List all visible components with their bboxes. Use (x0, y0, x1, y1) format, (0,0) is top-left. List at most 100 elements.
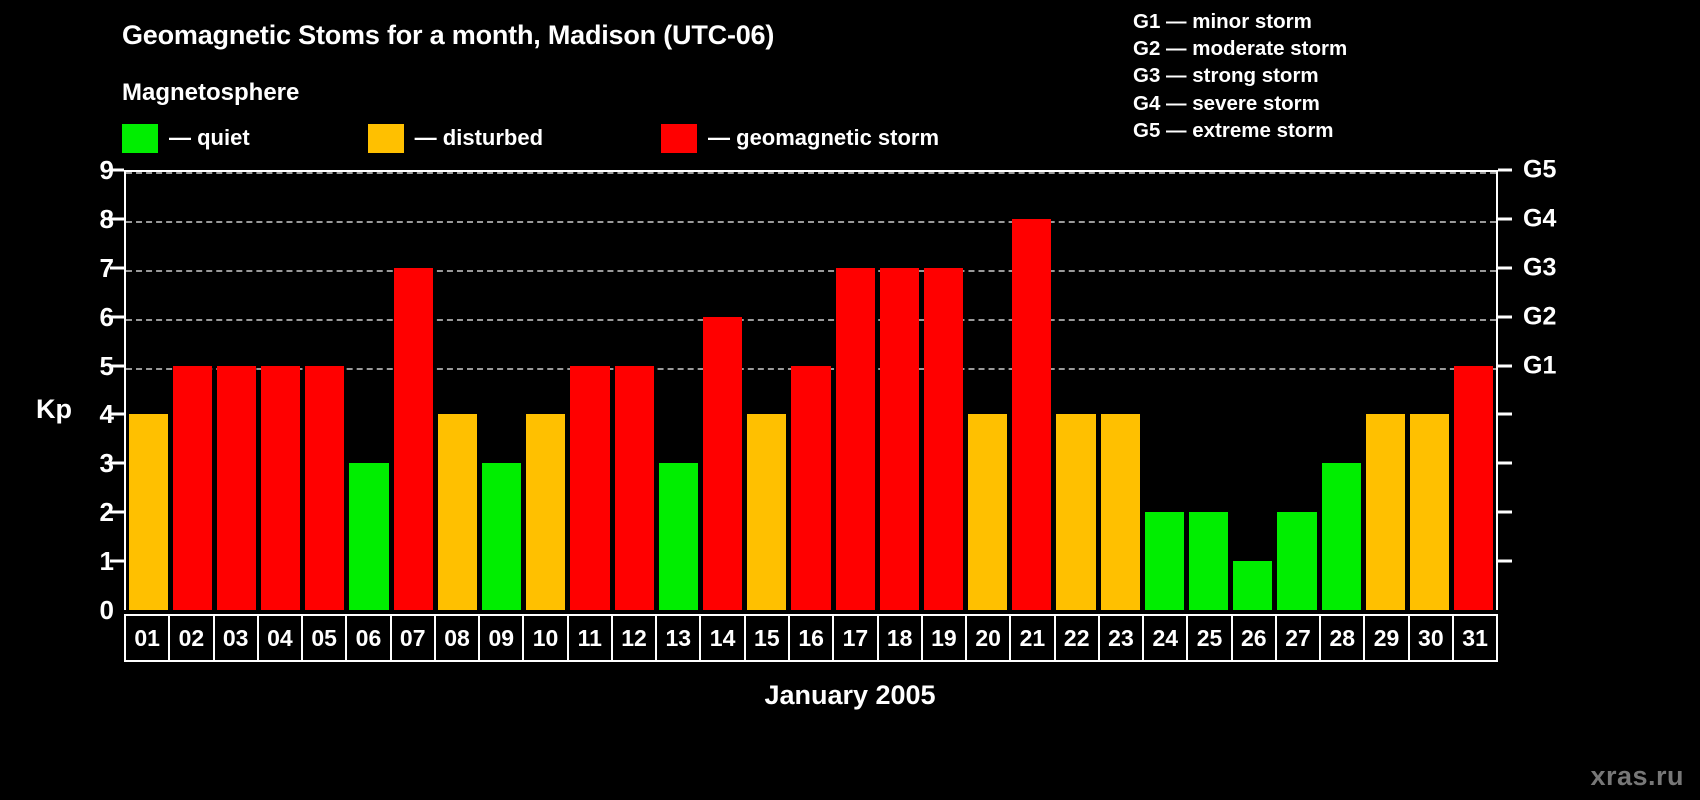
bar-cell (745, 172, 789, 610)
day-label: 27 (1277, 616, 1322, 660)
day-label: 16 (790, 616, 835, 660)
y-tick-mark (110, 510, 124, 514)
day-label: 07 (392, 616, 436, 660)
y-tick-mark (110, 266, 124, 270)
bar (261, 365, 301, 610)
bar (526, 414, 566, 610)
y-tick-mark (110, 217, 124, 221)
bar (835, 267, 875, 610)
gridline (126, 172, 1496, 174)
y-tick-label: 6 (99, 301, 114, 332)
day-label: 01 (126, 616, 171, 660)
day-label: 13 (657, 616, 702, 660)
bar (1277, 512, 1317, 610)
legend-item: — disturbed (367, 123, 543, 153)
bar-cell (1452, 172, 1496, 610)
day-label: 20 (967, 616, 1012, 660)
bar-cell (303, 172, 347, 610)
g-tick-label: G4 (1523, 204, 1557, 233)
bar (570, 365, 610, 610)
g-tick-mark (1498, 364, 1512, 368)
y-tick-mark (110, 559, 124, 563)
day-label: 21 (1011, 616, 1056, 660)
bar (482, 463, 522, 610)
bar-cell (347, 172, 391, 610)
day-label: 04 (259, 616, 304, 660)
bar (172, 365, 212, 610)
bar-cell (1054, 172, 1098, 610)
day-label: 02 (170, 616, 215, 660)
bar (216, 365, 257, 610)
bar (879, 267, 919, 610)
bar-cell (700, 172, 744, 610)
g-tick-label: G3 (1523, 253, 1557, 282)
bar (305, 365, 345, 610)
g-tick-mark-minor (1498, 461, 1512, 465)
bar-cell (214, 172, 258, 610)
gridline (126, 269, 1496, 272)
bar-cell (435, 172, 479, 610)
bar-cell (1275, 172, 1319, 610)
y-tick-label: 0 (99, 595, 114, 625)
gscale-key-line: G2 — moderate storm (1133, 37, 1348, 61)
day-label: 29 (1365, 616, 1410, 660)
g-tick-mark (1498, 315, 1512, 319)
legend-swatch (661, 123, 698, 153)
y-axis-title: Kp (36, 394, 72, 424)
y-tick-mark (110, 168, 124, 172)
y-tick-label: 1 (99, 546, 114, 577)
bar (393, 267, 433, 610)
plot-inner (126, 172, 1496, 610)
bar-cell (568, 172, 612, 610)
bar-cell (1231, 172, 1275, 610)
day-label: 26 (1233, 616, 1277, 660)
day-label: 11 (569, 616, 613, 660)
bar (1321, 463, 1361, 610)
bar (349, 463, 389, 610)
gscale-key-line: G3 — strong storm (1133, 64, 1319, 88)
gscale-key-line: G1 — minor storm (1133, 10, 1312, 33)
y-tick-mark (110, 364, 124, 368)
bar-cell (1363, 172, 1407, 610)
day-label: 18 (879, 616, 923, 660)
legend-label: — geomagnetic storm (708, 125, 940, 150)
day-label: 28 (1321, 616, 1366, 660)
y-tick-mark (110, 412, 124, 416)
g-tick-mark-minor (1498, 559, 1512, 563)
bar-cell (391, 172, 435, 610)
y-tick-mark (110, 315, 124, 319)
day-label: 31 (1462, 624, 1488, 651)
day-label: 05 (303, 616, 348, 660)
bar (128, 414, 168, 610)
day-label: 23 (1100, 616, 1145, 660)
gridline (126, 318, 1496, 321)
bar-cell (656, 172, 700, 610)
x-axis-day-boxes: 01 02 03 04 05 06 07 08 09 10 11 12 13 14 15 16 17 18 19 20… (124, 614, 1498, 662)
bar-cell (1142, 172, 1186, 610)
bar-cell (1187, 172, 1231, 610)
y-tick-mark (110, 461, 124, 465)
day-label: 12 (613, 616, 658, 660)
bar-cell (170, 172, 214, 610)
legend-item: — quiet (122, 123, 250, 153)
bar (1233, 561, 1273, 610)
bar (1409, 414, 1450, 610)
legend-swatch (367, 123, 404, 153)
y-tick-label: 5 (99, 350, 114, 381)
day-label: 15 (746, 616, 790, 660)
bar (968, 414, 1008, 610)
bar (1056, 414, 1096, 610)
bar (437, 414, 477, 610)
day-label: 03 (215, 616, 259, 660)
watermark: xras.ru (1590, 761, 1684, 791)
day-label: 09 (480, 616, 525, 660)
day-label: 25 (1188, 616, 1233, 660)
day-label: 10 (524, 616, 569, 660)
bar (791, 365, 831, 610)
y-tick-label: 3 (99, 448, 114, 479)
bar-cell (1010, 172, 1054, 610)
g-tick-label: G2 (1523, 302, 1557, 331)
g-tick-mark (1498, 217, 1512, 221)
y-tick-label: 9 (99, 155, 114, 185)
page-title: Geomagnetic Stoms for a month, Madison (… (122, 20, 775, 50)
